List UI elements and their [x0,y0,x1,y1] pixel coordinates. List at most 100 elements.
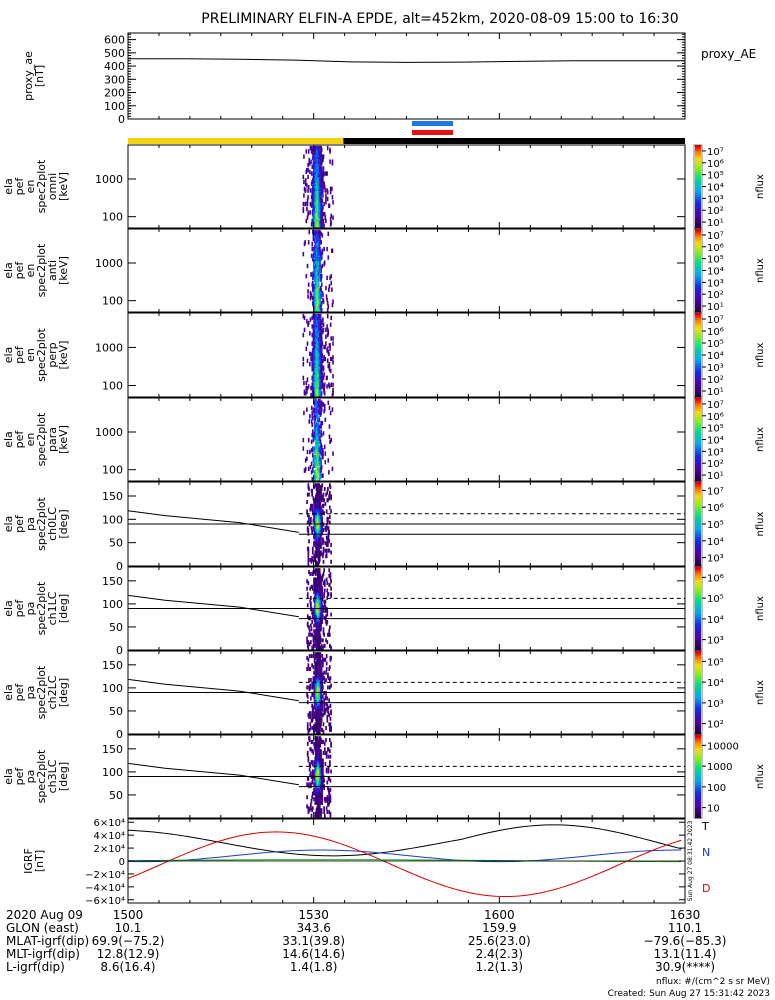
spectrogram-pixel [323,679,326,684]
colorbar-cell [695,380,701,383]
colorbar-cell [695,680,701,683]
spectrogram-pixel [328,685,331,690]
y-tick-label: 1000 [95,426,123,439]
spectrogram-pixel [326,189,329,195]
spectrogram-pixel [313,590,315,595]
spectrogram-pixel [322,358,324,363]
colorbar-cell [695,155,701,158]
colorbar-cell [695,233,701,236]
spectrogram-pixel [320,808,323,813]
spectrogram-pixel [308,492,310,497]
spectrogram-pixel [320,592,322,597]
spectrogram-pixel [329,346,331,351]
spectrogram-pixel [316,736,319,741]
colorbar-cell [695,509,701,512]
spectrogram-pixel [310,439,313,444]
spectrogram-pixel [325,797,327,802]
spectrogram-pixel [320,692,323,697]
spectrogram-pixel [320,294,322,299]
colorbar-tick-label: 10⁷ [707,486,724,497]
colorbar-tick-label: 10³ [707,636,724,647]
colorbar-cell [695,553,701,556]
spectrogram-pixel [331,195,334,200]
y-axis-label: spec2plot [35,328,48,382]
spectrogram-pixel [317,285,319,291]
spectrogram-pixel [309,361,311,367]
colorbar-cell [695,739,701,742]
spectrogram-pixel [312,280,314,286]
spectrogram-pixel [325,528,327,533]
spectrogram-pixel [312,151,314,156]
spectrogram-pixel [306,492,309,497]
colorbar-cell [695,174,701,177]
spectrogram-pixel [319,456,321,461]
colorbar-cell [695,338,701,341]
colorbar-tick-label: 10³ [707,699,724,710]
spectrogram-pixel [317,724,320,729]
spectrogram-pixel [318,257,321,262]
spectrogram-pixel [322,322,325,327]
colorbar-cell [695,435,701,438]
spectrogram-pixel [330,315,333,321]
spectrogram-pixel [321,353,324,358]
y-tick-label: 0 [119,857,125,868]
x-tick-label: 1600 [484,908,515,922]
y-tick-label: 4×10⁴ [94,831,125,842]
spectrogram-pixel [310,145,313,151]
colorbar-cell [695,651,701,654]
colorbar-cell [695,437,701,440]
spectrogram-pixel [320,301,323,306]
colorbar-cell [695,149,701,152]
spectrogram-pixel [312,429,314,434]
x-row-label: GLON (east) [6,921,79,935]
spectrogram-pixel [328,625,331,630]
y-axis-label: pef [13,430,26,449]
colorbar-cell [695,418,701,422]
y-axis-label: en [24,348,37,362]
colorbar-tick-label: 10⁶ [707,243,724,254]
colorbar-cell [695,186,701,190]
colorbar-cell [695,289,701,292]
spectrogram-pixel [309,317,312,322]
colorbar-cell [695,361,701,364]
spectrogram-pixel [302,313,305,319]
spectrogram-pixel [307,240,310,245]
spectrogram-pixel [320,722,322,727]
spectrogram-pixel [322,676,324,681]
colorbar-cell [695,408,701,411]
spectrogram-pixel [317,451,320,456]
y-axis-label: [deg] [57,762,70,791]
spectrogram-pixel [310,711,312,716]
spectrogram-pixel [325,193,327,198]
legend-proxy-ae: proxy_AE [701,47,756,61]
spectrogram-pixel [314,811,317,816]
colorbar-cell [695,464,701,467]
spectrogram-pixel [321,181,324,186]
spectrogram-pixel [319,260,321,265]
spectrogram-pixel [313,581,315,586]
colorbar-cell [695,725,701,729]
colorbar-cell [695,262,701,265]
spectrogram-pixel [330,741,332,746]
colorbar-cell [695,355,701,358]
spectrogram-pixel [327,304,330,309]
spectrogram-pixel [332,391,334,396]
colorbar-cell [695,213,701,217]
spectrogram-pixel [328,539,331,544]
spectrogram-pixel [320,487,323,491]
spectrogram-pixel [322,645,324,650]
spectrogram-pixel [321,320,324,326]
spectrogram-pixel [320,603,322,608]
colorbar-cell [695,329,701,333]
spectrogram-pixel [309,465,312,470]
colorbar-label: nflux [755,680,766,705]
spectrogram-pixel [328,810,331,815]
colorbar-cell [695,700,701,704]
spectrogram-pixel [328,434,331,439]
panel-frame [127,144,686,229]
spectrogram-pixel [311,546,314,551]
colorbar-cell [695,253,701,257]
spectrogram-pixel [322,431,325,436]
spectrogram-pixel [317,277,320,282]
